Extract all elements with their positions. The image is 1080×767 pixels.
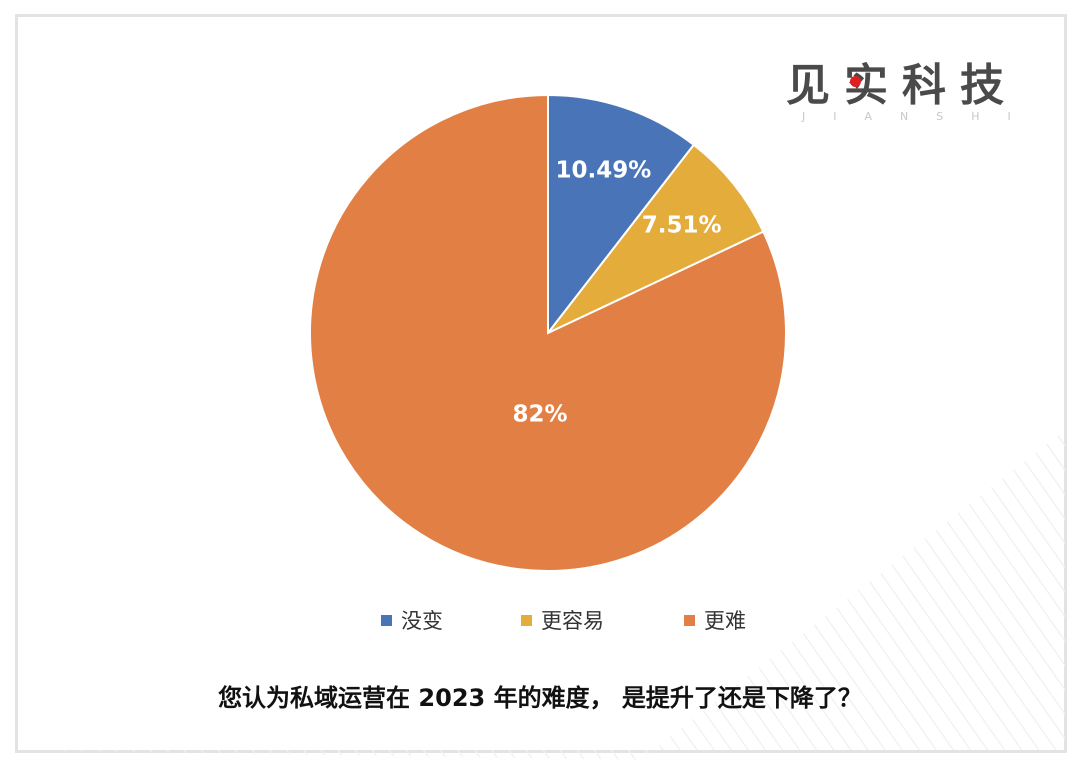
chart-question-caption: 您认为私域运营在 2023 年的难度， 是提升了还是下降了？: [218, 684, 862, 712]
pie-slice-harder: [309, 93, 787, 572]
legend-item-harder: 更难: [684, 603, 746, 637]
pie-slice-unchanged: [547, 93, 696, 336]
logo-red-dot: [850, 76, 861, 87]
chart-legend: 没变 更容易 更难: [0, 603, 1080, 637]
legend-label-easier: 更容易: [541, 609, 604, 633]
data-label-unchanged: 10.49%: [556, 157, 652, 183]
legend-item-unchanged: 没变: [381, 603, 443, 637]
data-label-easier: 7.51%: [642, 212, 722, 238]
legend-swatch-easier: [521, 614, 532, 626]
brand-logo: 见实科技 JIANSHI: [780, 58, 1020, 130]
legend-swatch-unchanged: [381, 614, 392, 626]
logo-english-text: JIANSHI: [802, 110, 1039, 123]
legend-label-unchanged: 没变: [401, 609, 443, 633]
data-label-harder: 82%: [512, 402, 567, 428]
pie-slice-easier: [547, 143, 765, 334]
legend-label-harder: 更难: [704, 609, 746, 633]
logo-chinese-text: 见实科技: [786, 60, 1018, 111]
legend-swatch-harder: [684, 614, 695, 626]
legend-item-easier: 更容易: [521, 603, 604, 637]
